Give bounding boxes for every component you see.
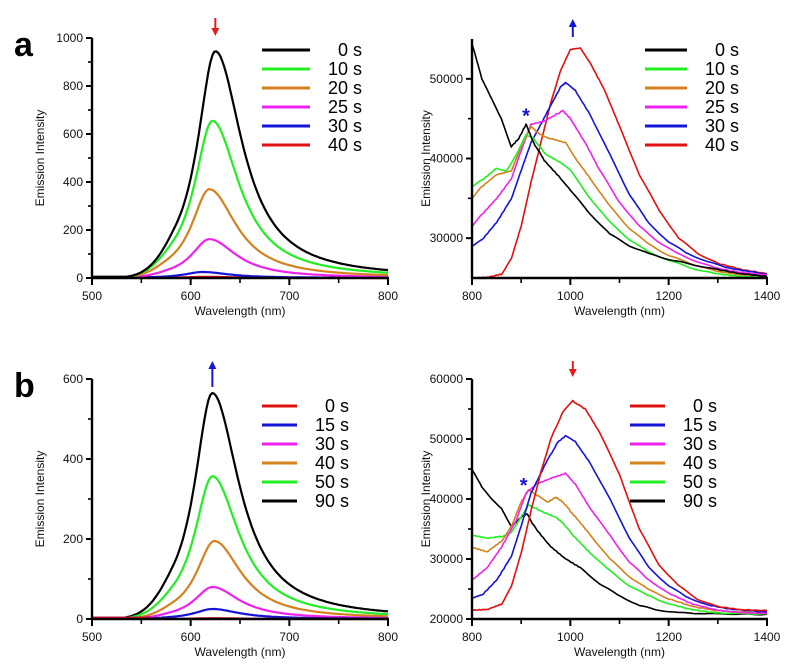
legend-label: 20 s xyxy=(705,78,739,98)
x-tick-label: 800 xyxy=(378,630,398,644)
legend-label: 15 s xyxy=(315,415,349,435)
asterisk-annotation: * xyxy=(520,475,528,497)
legend-label: 50 s xyxy=(683,472,717,492)
y-tick-label: 800 xyxy=(63,79,83,93)
legend-label: 0 s xyxy=(715,40,739,60)
series-line xyxy=(92,50,389,278)
y-axis-label: Emission Intensity xyxy=(33,110,47,207)
y-tick-label: 400 xyxy=(63,175,83,189)
legend-label: 0 s xyxy=(693,396,717,416)
legend-label: 25 s xyxy=(328,97,362,117)
y-tick-label: 600 xyxy=(63,127,83,141)
series-line xyxy=(471,43,768,278)
y-tick-label: 0 xyxy=(76,612,83,626)
y-tick-label: 200 xyxy=(63,532,83,546)
series-line xyxy=(92,475,389,619)
legend-label: 90 s xyxy=(683,491,717,511)
y-axis-label: Emission Intensity xyxy=(33,451,47,548)
arrow-down-head xyxy=(211,28,220,36)
legend-label: 25 s xyxy=(705,97,739,117)
arrow-down-head xyxy=(568,369,577,377)
x-axis-label: Wavelength (nm) xyxy=(195,645,286,659)
x-tick-label: 600 xyxy=(181,630,201,644)
legend-label: 30 s xyxy=(315,434,349,454)
legend-label: 90 s xyxy=(315,491,349,511)
panel-label-b: b xyxy=(14,367,35,405)
series-line xyxy=(471,133,768,279)
chart-a-left: 0 200 400 600 800 1000 500 600 700 800 Wavelength … xyxy=(33,18,398,318)
panel-label-a: a xyxy=(14,26,34,64)
series-line xyxy=(92,391,389,619)
x-tick-label: 1400 xyxy=(754,630,781,644)
y-tick-label: 30000 xyxy=(430,231,464,245)
chart-a-right: 30000 40000 50000 800 1000 1200 1400 Wavelength… xyxy=(419,19,781,318)
y-tick-label: 1000 xyxy=(56,31,83,45)
legend-label: 30 s xyxy=(683,434,717,454)
legend-label: 15 s xyxy=(683,415,717,435)
legend-label: 40 s xyxy=(328,135,362,155)
y-tick-label: 60000 xyxy=(430,372,464,386)
y-tick-label: 40000 xyxy=(430,492,464,506)
asterisk-annotation: * xyxy=(522,106,530,128)
y-tick-label: 40000 xyxy=(430,152,464,166)
legend-label: 20 s xyxy=(328,78,362,98)
x-tick-label: 800 xyxy=(462,289,482,303)
series-line xyxy=(471,472,768,615)
series-line xyxy=(471,434,768,613)
x-tick-label: 1400 xyxy=(754,289,781,303)
x-tick-label: 1200 xyxy=(655,289,682,303)
y-tick-label: 50000 xyxy=(430,432,464,446)
arrow-up-head xyxy=(208,361,217,369)
series-line xyxy=(92,188,389,278)
legend-label: 40 s xyxy=(683,453,717,473)
arrow-up-head xyxy=(568,19,577,27)
x-axis-label: Wavelength (nm) xyxy=(574,645,665,659)
y-tick-label: 50000 xyxy=(430,72,464,86)
legend-label: 40 s xyxy=(705,135,739,155)
chart-b-left: 0 200 400 600 500 600 700 800 Wavelength (nm) Emi… xyxy=(33,361,398,659)
legend-label: 0 s xyxy=(338,40,362,60)
y-axis-label: Emission Intensity xyxy=(419,110,433,207)
x-tick-label: 1000 xyxy=(557,289,584,303)
x-tick-label: 800 xyxy=(462,630,482,644)
x-axis-label: Wavelength (nm) xyxy=(574,304,665,318)
series-line xyxy=(471,489,768,615)
y-tick-label: 20000 xyxy=(430,612,464,626)
y-tick-label: 600 xyxy=(63,372,83,386)
series-line xyxy=(471,469,768,616)
legend-label: 0 s xyxy=(325,396,349,416)
legend-label: 50 s xyxy=(315,472,349,492)
y-tick-label: 200 xyxy=(63,223,83,237)
x-tick-label: 1000 xyxy=(557,630,584,644)
x-tick-label: 500 xyxy=(82,630,102,644)
series-line xyxy=(471,81,768,275)
y-tick-label: 30000 xyxy=(430,552,464,566)
x-axis-label: Wavelength (nm) xyxy=(195,304,286,318)
series-line xyxy=(471,399,768,612)
legend-label: 40 s xyxy=(315,453,349,473)
y-tick-label: 400 xyxy=(63,452,83,466)
series-line xyxy=(472,47,768,279)
x-tick-label: 1200 xyxy=(655,630,682,644)
series-line xyxy=(471,109,768,276)
legend-label: 10 s xyxy=(705,59,739,79)
y-axis-label: Emission Intensity xyxy=(419,451,433,548)
legend-label: 30 s xyxy=(705,116,739,136)
x-tick-label: 800 xyxy=(378,289,398,303)
chart-b-right: 20000 30000 40000 50000 60000 800 1000 1200 1400… xyxy=(419,361,781,659)
x-tick-label: 700 xyxy=(279,289,299,303)
y-tick-label: 0 xyxy=(76,271,83,285)
series-line xyxy=(92,238,388,278)
legend-label: 10 s xyxy=(328,59,362,79)
x-tick-label: 500 xyxy=(82,289,102,303)
legend-label: 30 s xyxy=(328,116,362,136)
x-tick-label: 700 xyxy=(279,630,299,644)
x-tick-label: 600 xyxy=(181,289,201,303)
